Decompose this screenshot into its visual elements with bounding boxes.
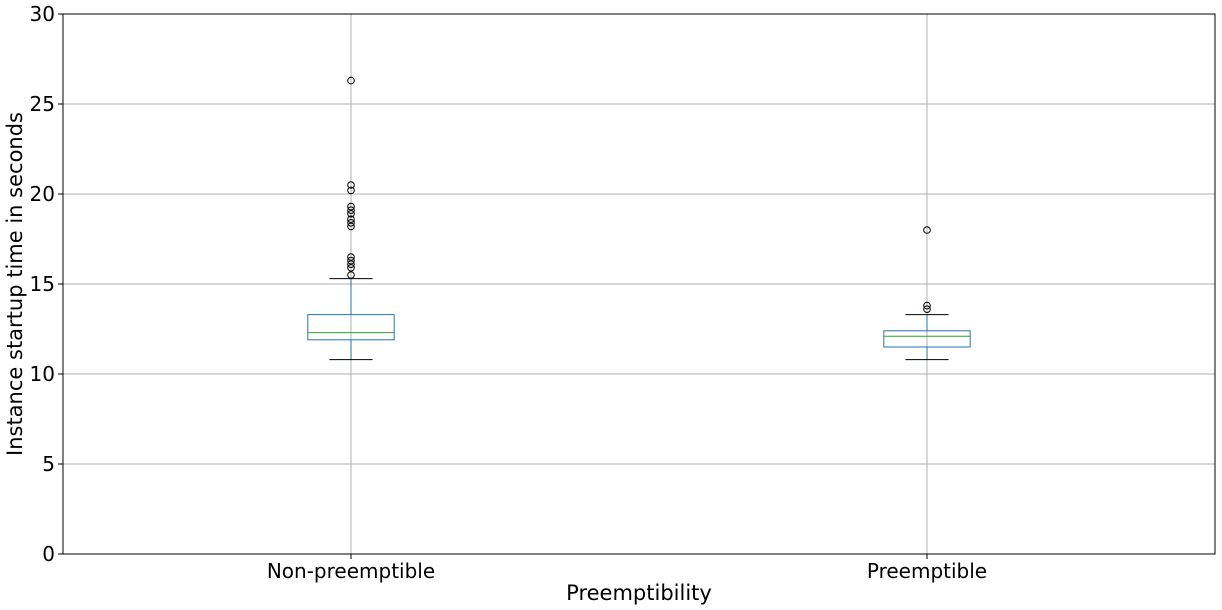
outlier-point (347, 186, 355, 195)
y-tick-label: 5 (42, 452, 55, 476)
box-group-non-preemptible (307, 76, 395, 361)
outlier-point (923, 226, 931, 234)
outlier-point (923, 305, 931, 314)
outlier-point (347, 253, 355, 261)
outlier-point (347, 256, 355, 265)
x-axis-title: Preemptibility (566, 581, 712, 605)
outlier-point (347, 210, 355, 218)
outlier-point (347, 181, 355, 189)
outlier-point (347, 219, 355, 227)
outlier-point (347, 264, 355, 272)
y-tick-label: 30 (30, 2, 55, 26)
outlier-point (347, 260, 355, 269)
y-tick-label: 10 (30, 362, 55, 386)
y-axis-title: Instance startup time in seconds (3, 112, 27, 456)
outlier-point (347, 76, 355, 85)
iqr-box (307, 314, 395, 341)
x-tick-label: Preemptible (867, 559, 987, 583)
outlier-point (347, 206, 355, 214)
axis-ticks: 0 5 10 15 20 25 30 Non-preemptible Preemptible (30, 2, 988, 583)
iqr-box (883, 330, 971, 348)
outlier-point (347, 222, 355, 231)
outlier-point (347, 271, 355, 279)
outlier-point (347, 202, 355, 211)
outlier-point (923, 301, 931, 310)
y-tick-label: 0 (42, 542, 55, 566)
box-plot-series (307, 76, 971, 361)
y-tick-label: 20 (30, 182, 55, 206)
outlier-point (347, 215, 355, 223)
grid-lines (63, 13, 1215, 555)
y-tick-label: 25 (30, 92, 55, 116)
x-tick-label: Non-preemptible (267, 559, 435, 583)
y-tick-label: 15 (30, 272, 55, 296)
box-group-preemptible (883, 226, 971, 361)
